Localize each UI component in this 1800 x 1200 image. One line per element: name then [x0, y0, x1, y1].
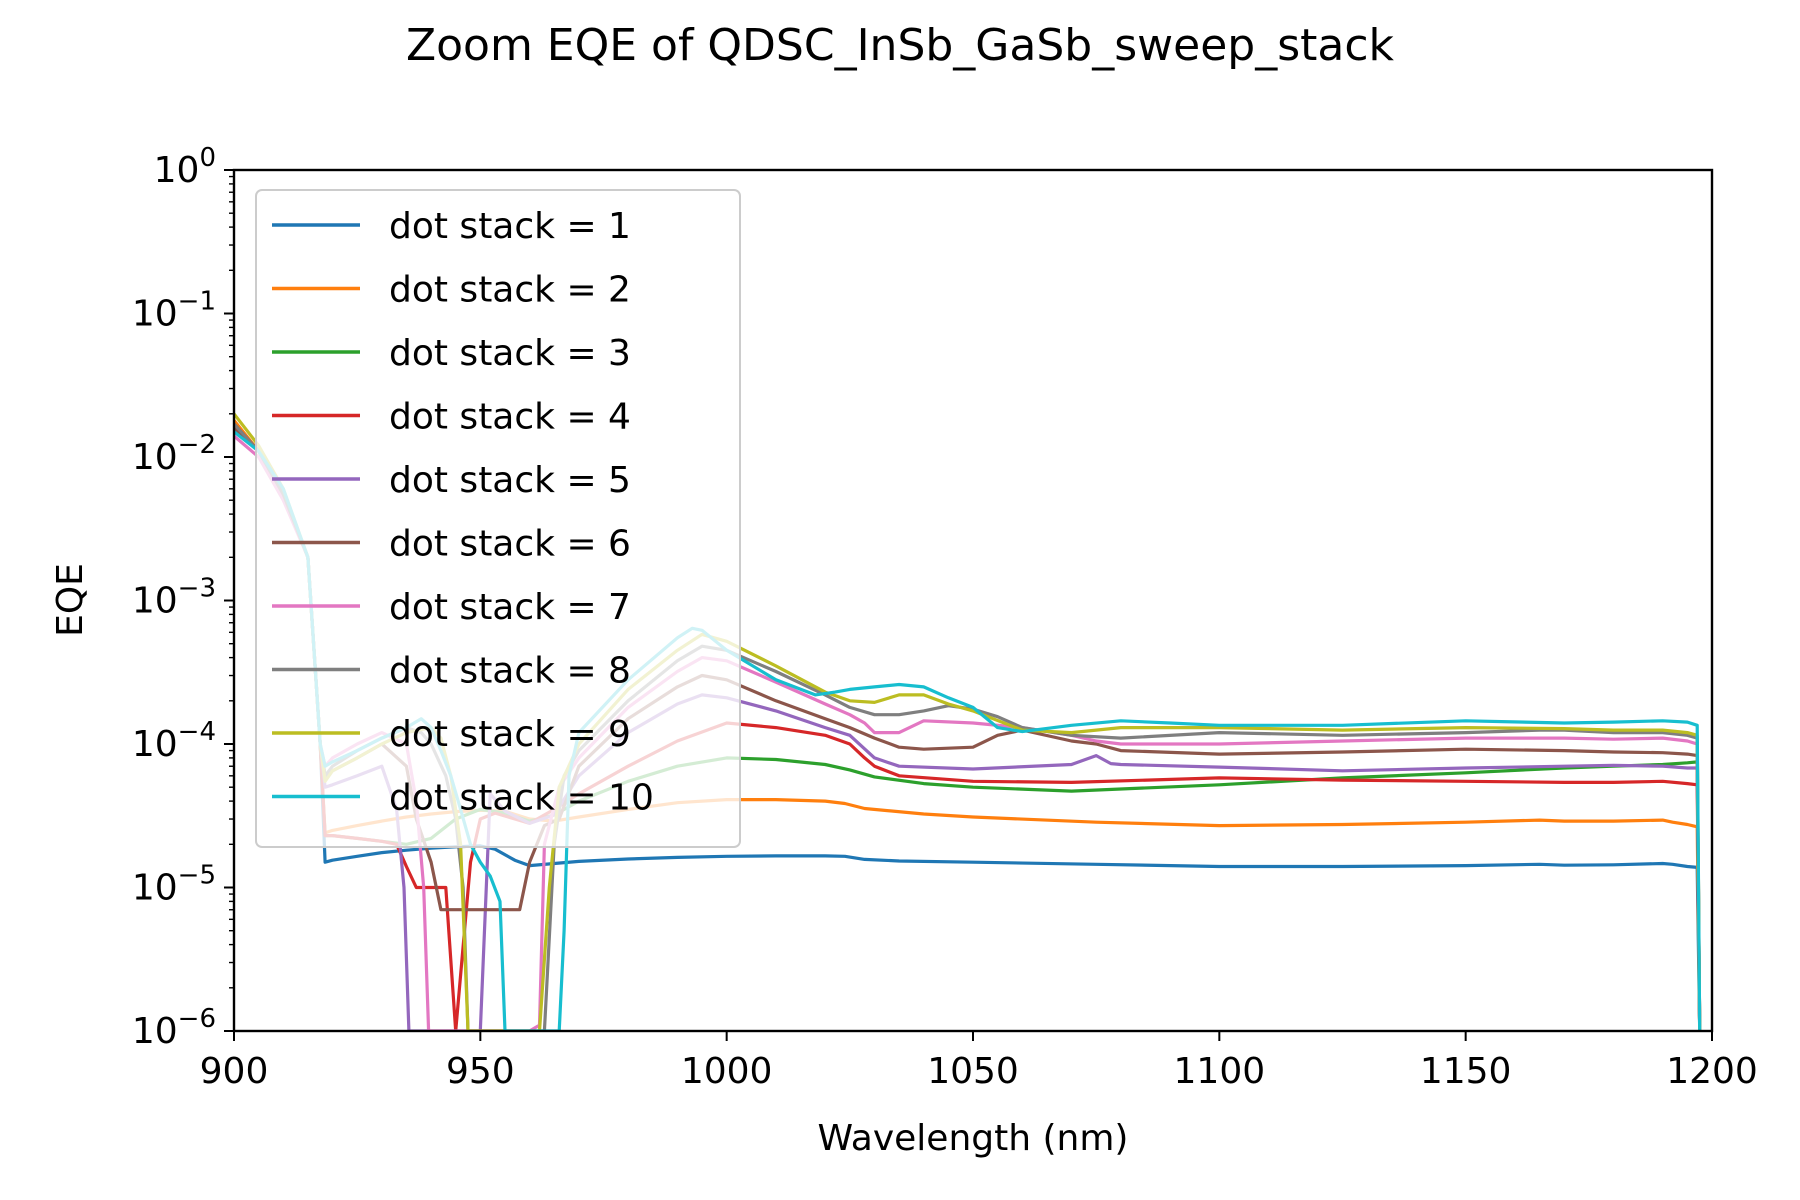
legend-label-6: dot stack = 6 — [389, 524, 631, 565]
y-tick-label: 100 — [154, 143, 216, 191]
legend-label-9: dot stack = 9 — [389, 714, 631, 755]
y-tick-label: 10−6 — [132, 1004, 216, 1052]
x-tick-label: 1000 — [681, 1051, 773, 1092]
y-tick-label: 10−5 — [132, 861, 216, 909]
legend-label-10: dot stack = 10 — [389, 778, 654, 819]
y-tick-label: 10−4 — [132, 717, 216, 765]
legend-label-8: dot stack = 8 — [389, 651, 631, 692]
x-axis-label: Wavelength (nm) — [818, 1118, 1129, 1159]
y-axis-label: EQE — [50, 563, 91, 637]
x-axis: 900 950 1000 1050 1100 1150 1200 — [200, 1031, 1758, 1092]
legend-label-5: dot stack = 5 — [389, 460, 631, 501]
series-line-1 — [234, 422, 1702, 1031]
x-tick-label: 1200 — [1666, 1051, 1758, 1092]
x-tick-label: 1150 — [1420, 1051, 1512, 1092]
legend-label-2: dot stack = 2 — [389, 270, 631, 311]
x-tick-label: 950 — [446, 1051, 515, 1092]
x-tick-label: 1100 — [1174, 1051, 1266, 1092]
legend-label-4: dot stack = 4 — [389, 397, 631, 438]
legend-box — [255, 189, 741, 848]
legend-label-7: dot stack = 7 — [389, 587, 631, 628]
legend: dot stack = 1 dot stack = 2 dot stack = 3 d… — [255, 189, 741, 848]
y-tick-label: 10−1 — [132, 287, 216, 335]
y-axis: 10−6 10−5 10−4 10−3 10−2 10−1 100 — [132, 143, 234, 1052]
y-tick-label: 10−3 — [132, 574, 216, 622]
x-tick-label: 1050 — [927, 1051, 1019, 1092]
chart-title: Zoom EQE of QDSC_InSb_GaSb_sweep_stack — [406, 20, 1395, 71]
y-tick-label: 10−2 — [132, 430, 216, 478]
legend-label-1: dot stack = 1 — [389, 206, 631, 247]
legend-label-3: dot stack = 3 — [389, 333, 631, 374]
x-tick-label: 900 — [200, 1051, 269, 1092]
